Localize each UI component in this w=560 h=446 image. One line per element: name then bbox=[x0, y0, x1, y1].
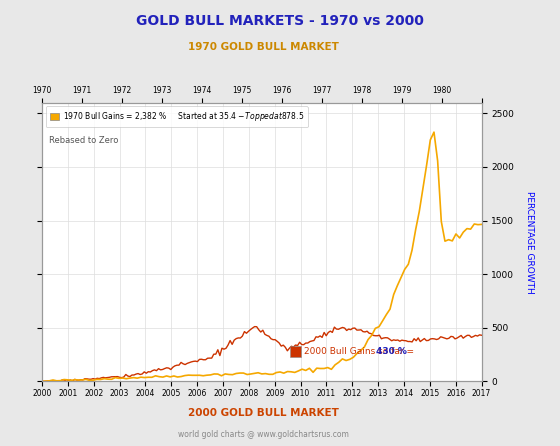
Text: 430 %: 430 % bbox=[376, 347, 407, 356]
Y-axis label: PERCENTAGE GROWTH: PERCENTAGE GROWTH bbox=[525, 190, 534, 293]
Text: 1970 GOLD BULL MARKET: 1970 GOLD BULL MARKET bbox=[188, 42, 339, 52]
Text: 2000 GOLD BULL MARKET: 2000 GOLD BULL MARKET bbox=[188, 408, 339, 417]
Legend: 1970 Bull Gains = 2,382 %     Started at $35.4 - Topped at $878.5: 1970 Bull Gains = 2,382 % Started at $35… bbox=[46, 107, 308, 127]
Text: world gold charts @ www.goldchartsrus.com: world gold charts @ www.goldchartsrus.co… bbox=[178, 430, 349, 439]
Text: Rebased to Zero: Rebased to Zero bbox=[49, 136, 118, 145]
Bar bbox=[291, 346, 301, 357]
Text: 2000 Bull Gains so far =: 2000 Bull Gains so far = bbox=[304, 347, 417, 356]
Text: GOLD BULL MARKETS - 1970 vs 2000: GOLD BULL MARKETS - 1970 vs 2000 bbox=[136, 14, 424, 28]
